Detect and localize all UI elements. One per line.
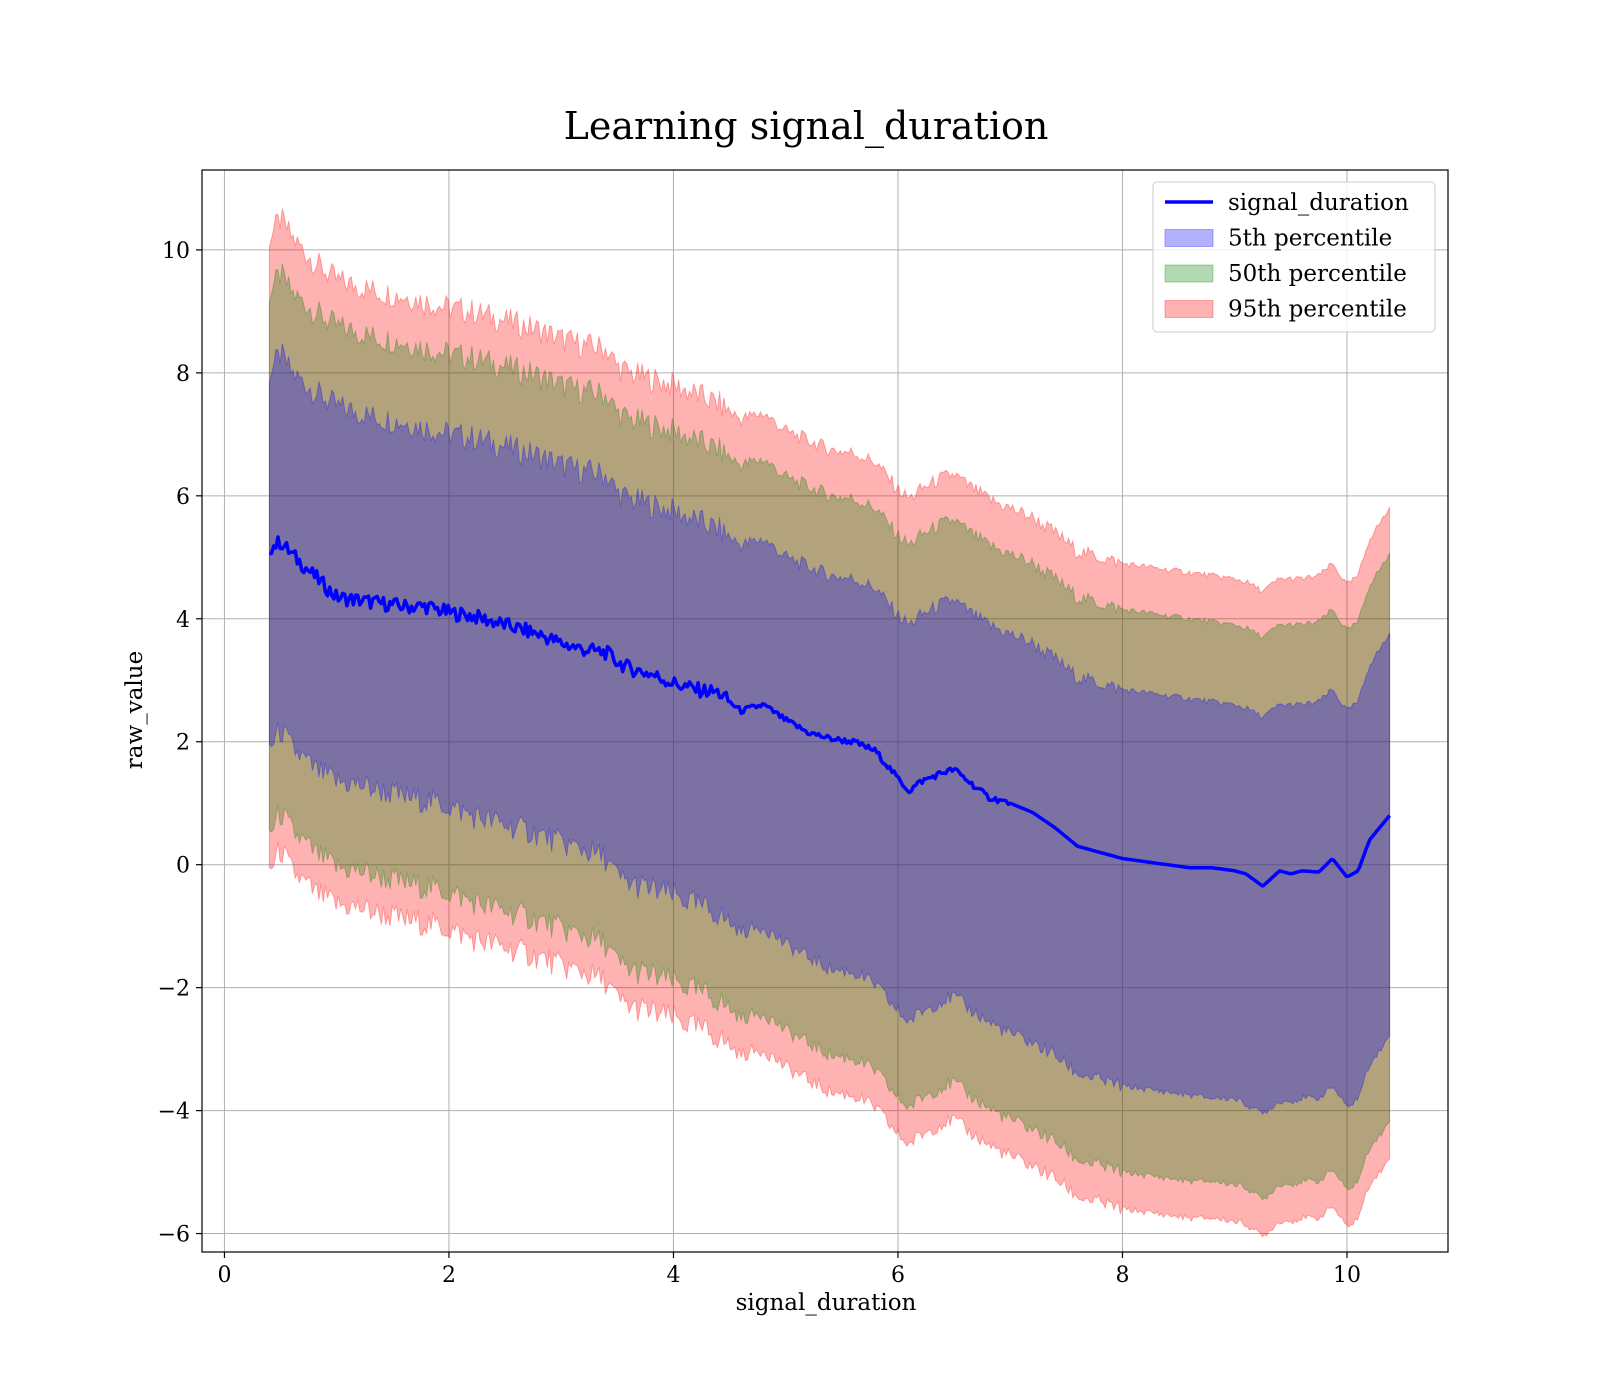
y-tick-label: 8 (176, 362, 190, 387)
x-tick-label: 10 (1333, 1263, 1361, 1288)
band-5th-percentile (268, 343, 1391, 1115)
legend-label: 95th percentile (1228, 297, 1407, 323)
x-tick-label: 2 (442, 1263, 456, 1288)
legend-swatch-band (1164, 229, 1214, 247)
x-axis-ticks: 0 2 4 6 8 10 (217, 1252, 1361, 1288)
x-tick-label: 6 (891, 1263, 905, 1288)
legend-label: 5th percentile (1228, 226, 1392, 252)
y-tick-label: 6 (176, 485, 190, 510)
legend-label: 50th percentile (1228, 261, 1407, 287)
legend-box (1152, 181, 1436, 333)
plot-area-frame (201, 169, 1449, 1253)
grid-lines (202, 170, 1448, 1252)
series-line-signal-duration (269, 535, 1391, 888)
y-axis-label: raw_value (122, 651, 148, 769)
y-tick-label: 0 (176, 854, 190, 879)
y-tick-label: 2 (176, 731, 190, 756)
x-tick-label: 4 (666, 1263, 680, 1288)
legend-swatch-band (1164, 264, 1214, 283)
y-tick-label: −4 (158, 1100, 190, 1125)
y-tick-label: 4 (176, 608, 190, 633)
percentile-bands (268, 208, 1391, 1238)
legend-label: signal_duration (1228, 190, 1409, 216)
y-tick-label: 10 (162, 239, 190, 264)
x-tick-label: 8 (1115, 1263, 1129, 1288)
y-axis-ticks: −6 −4 −2 0 2 4 6 8 10 (158, 239, 202, 1248)
x-tick-label: 0 (217, 1263, 231, 1288)
legend: signal_duration 5th percentile 50th percen… (1152, 181, 1436, 333)
y-tick-label: −6 (158, 1223, 190, 1248)
band-95th-percentile (268, 208, 1391, 1238)
chart-title: Learning signal_duration (564, 104, 1049, 149)
data-lines (269, 535, 1391, 888)
y-tick-label: −2 (158, 977, 190, 1002)
legend-swatch-band (1164, 300, 1214, 318)
band-50th-percentile (268, 263, 1391, 1201)
x-axis-label: signal_duration (736, 1290, 917, 1316)
